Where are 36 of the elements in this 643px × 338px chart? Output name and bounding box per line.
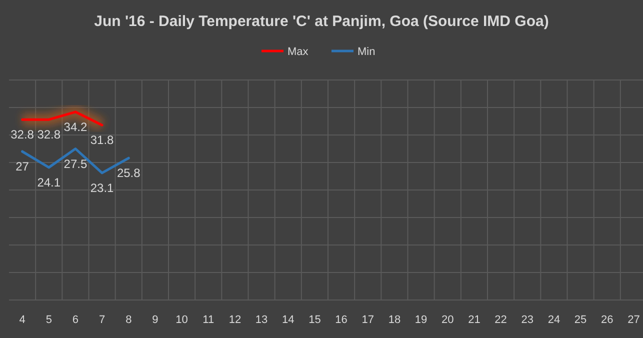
x-tick-label: 23 [521,314,534,326]
x-tick-label: 26 [601,314,614,326]
x-tick-label: 4 [19,314,26,326]
data-label: 32.8 [37,128,61,142]
x-tick-label: 25 [574,314,587,326]
x-tick-label: 9 [152,314,158,326]
x-tick-label: 18 [388,314,401,326]
x-tick-label: 14 [282,314,294,326]
x-tick-label: 27 [628,314,640,326]
legend-label: Min [358,46,376,58]
x-tick-label: 8 [126,314,132,326]
data-label: 27.5 [64,156,88,171]
x-tick-label: 10 [176,314,188,326]
data-label: 27 [16,160,30,174]
legend-label: Max [288,46,309,58]
x-tick-label: 6 [72,314,79,326]
x-tick-label: 22 [494,314,507,326]
x-tick-label: 13 [255,314,268,326]
data-label: 23.1 [90,180,114,195]
data-label: 24.1 [37,175,61,190]
x-tick-label: 19 [414,314,428,326]
data-label: 25.8 [116,166,141,180]
data-label: 32.8 [10,128,34,142]
x-tick-label: 24 [548,314,560,326]
x-tick-label: 15 [308,314,321,326]
x-tick-label: 20 [442,314,454,326]
x-tick-label: 16 [335,314,348,326]
x-tick-label: 11 [202,314,214,326]
chart-title: Jun '16 - Daily Temperature 'C' at Panjim, Goa (Source IMD Goa) [94,13,549,30]
data-label: 31.8 [90,133,114,148]
x-tick-label: 7 [98,314,106,326]
data-label: 34.2 [64,120,88,134]
x-tick-label: 5 [46,314,52,326]
x-tick-label: 21 [468,314,480,326]
x-tick-label: 12 [228,314,242,326]
x-tick-label: 17 [362,314,374,326]
